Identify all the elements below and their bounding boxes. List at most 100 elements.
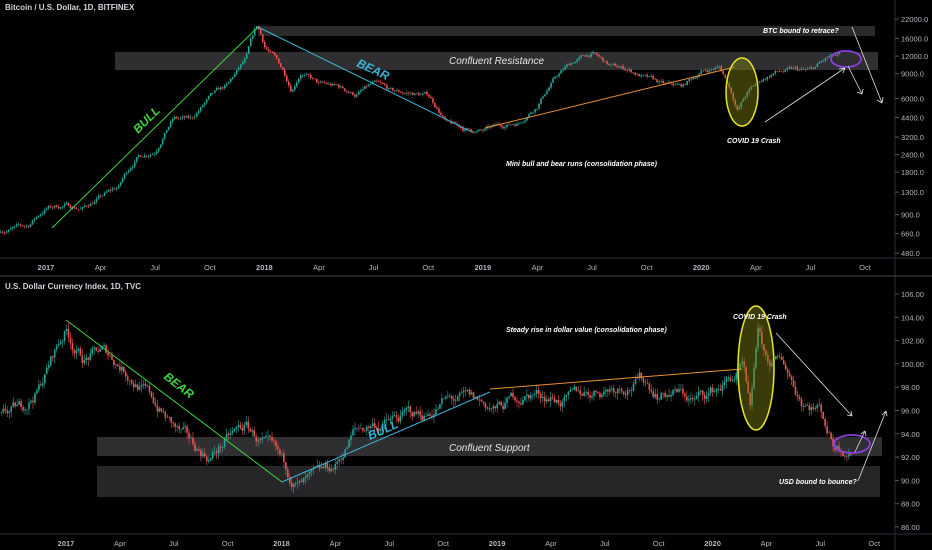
btc-covid-ellipse[interactable] (725, 57, 759, 127)
dxy-candle (225, 433, 228, 440)
btc-candle (388, 88, 390, 89)
dxy-candle (130, 380, 133, 384)
btc-candle (642, 75, 644, 76)
btc-candle (85, 205, 88, 207)
dxy-candle (344, 449, 346, 458)
dxy-candle (91, 348, 94, 354)
btc-candle (123, 173, 126, 179)
btc-candle (660, 80, 662, 82)
dxy-candle (229, 433, 232, 435)
dxy-candle (676, 389, 678, 392)
btc-candle (444, 116, 446, 120)
btc-candle (406, 92, 408, 94)
btc-candle (15, 224, 18, 227)
btc-candle (588, 55, 590, 57)
dxy-candle (415, 411, 418, 414)
dxy-candle (818, 404, 821, 406)
dxy-candle (591, 395, 593, 398)
dxy-bull-trendline[interactable] (281, 391, 491, 483)
btc-candle (187, 116, 190, 118)
dxy-candle (450, 396, 453, 400)
dxy-covid-ellipse[interactable] (737, 305, 775, 431)
dxy-candle (662, 392, 664, 394)
btc-candle (800, 68, 803, 70)
btc-candle (304, 74, 306, 76)
dxy-candle (804, 405, 807, 407)
btc-candle (620, 66, 622, 68)
btc-candle (552, 78, 554, 83)
btc-bull-trendline[interactable] (51, 26, 259, 229)
dxy-candle (531, 394, 534, 396)
dxy-candle (239, 425, 242, 428)
btc-candle (706, 70, 709, 73)
dxy-candle (4, 408, 7, 411)
btc-candle (544, 94, 546, 97)
btc-candle (145, 155, 148, 157)
btc-candle (644, 74, 646, 76)
btc-candle (336, 84, 338, 85)
dxy-candle (660, 393, 662, 400)
btc-candle (141, 156, 144, 158)
dxy-candle (705, 396, 708, 399)
dxy-candle (184, 426, 186, 428)
dxy-candle (784, 364, 787, 370)
btc-candle (482, 129, 484, 131)
btc-y-tick: 660.0 (901, 230, 920, 239)
btc-target-ellipse[interactable] (830, 50, 862, 68)
dxy-candle (409, 406, 412, 413)
dxy-candle (53, 349, 56, 358)
dxy-candle (518, 401, 520, 404)
btc-candle (197, 111, 200, 114)
btc-candle (302, 75, 304, 77)
btc-y-tick: 22000.0 (901, 15, 928, 24)
dxy-y-tick: 86.00 (901, 523, 920, 532)
dxy-candle (348, 440, 350, 448)
btc-candle (143, 155, 146, 158)
btc-candle (476, 131, 478, 132)
dxy-candle (502, 405, 504, 410)
btc-candle (746, 92, 749, 97)
dxy-candle (369, 426, 372, 429)
dxy-candle (541, 396, 544, 399)
dxy-orange-trendline[interactable] (489, 368, 743, 390)
dxy-candle (802, 405, 805, 407)
btc-candle (438, 108, 440, 113)
btc-candle (736, 105, 739, 110)
dxy-candle (211, 452, 214, 459)
btc-candle (730, 87, 733, 94)
dxy-candle (387, 419, 390, 421)
btc-candle (454, 122, 456, 124)
btc-candle (17, 224, 20, 225)
dxy-candle (85, 357, 88, 361)
btc-candle (778, 71, 781, 72)
dxy-target-ellipse[interactable] (833, 434, 871, 454)
btc-orange-trendline[interactable] (484, 66, 736, 129)
btc-bear-trendline[interactable] (257, 26, 473, 133)
dxy-bear-trendline[interactable] (65, 319, 283, 483)
dxy-candle (439, 404, 441, 409)
dxy-y-tick: 104.00 (901, 313, 924, 322)
dxy-candle (162, 411, 165, 413)
dxy-candle (774, 356, 777, 360)
btc-candle (838, 53, 841, 54)
dxy-candle (318, 465, 321, 468)
btc-candle (464, 129, 466, 131)
dxy-candle (368, 426, 370, 429)
dxy-candle (263, 437, 265, 439)
dxy-candle (589, 395, 591, 398)
btc-candle (193, 116, 196, 118)
dxy-candle (302, 478, 305, 483)
dxy-candle (20, 401, 22, 408)
dxy-candle (666, 394, 668, 397)
dxy-candle (296, 482, 299, 484)
dxy-candle (612, 388, 615, 393)
dxy-y-tick: 94.00 (901, 430, 920, 439)
btc-candle (344, 88, 346, 91)
dxy-candle (771, 363, 773, 366)
dxy-x-tick: 2018 (273, 539, 290, 548)
btc-candle (704, 70, 707, 71)
dxy-candle (498, 402, 500, 405)
dxy-candle (304, 476, 307, 479)
btc-candle (177, 117, 180, 119)
